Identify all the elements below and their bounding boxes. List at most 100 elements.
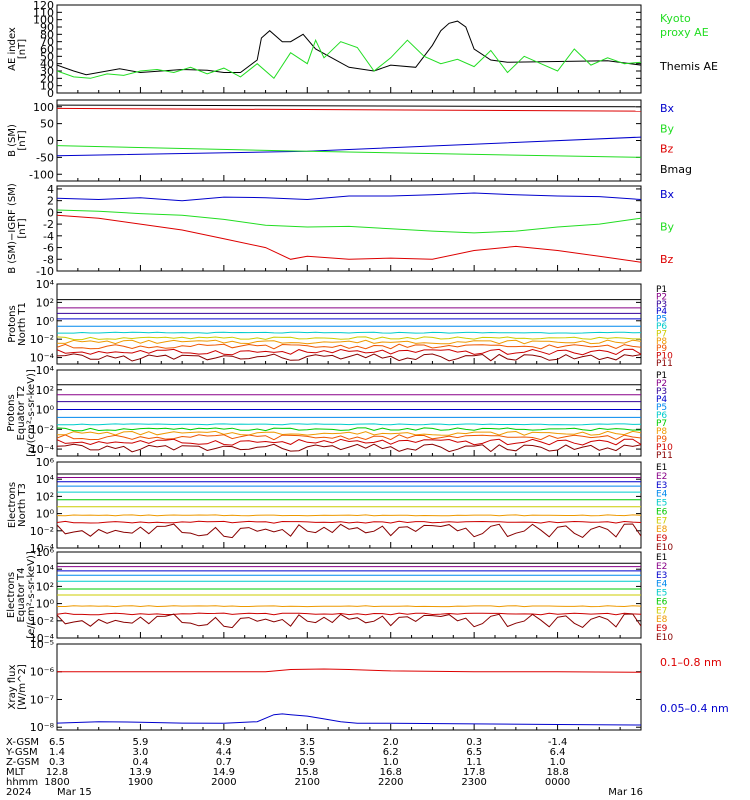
y-tick-label: -100	[29, 168, 54, 181]
legend-p3: P3	[656, 300, 667, 310]
x-row-label: hhmm	[6, 777, 38, 788]
y-tick-label: 10⁶	[36, 456, 55, 469]
y-axis-label: [nT]	[17, 218, 28, 238]
y-axis-label: Electrons	[7, 482, 18, 528]
x-axis-value: 2100	[295, 777, 320, 788]
plot-frame	[56, 461, 642, 549]
channel-line-p7	[57, 427, 641, 432]
x-axis-value: 0.4	[132, 757, 148, 768]
legend-e5: E5	[656, 589, 667, 599]
channel-line-p6	[57, 331, 641, 334]
legend-e7: E7	[656, 516, 667, 526]
channel-line-p10	[57, 438, 641, 446]
legend-p1: P1	[656, 285, 667, 295]
channel-line-p8	[57, 339, 641, 345]
legend-p3: P3	[656, 387, 667, 397]
legend-e7: E7	[656, 606, 667, 616]
y-tick-label: -8	[43, 253, 54, 266]
y-axis-label: North T1	[17, 302, 28, 346]
legend-e2: E2	[656, 472, 667, 482]
legend-p10: P10	[656, 443, 673, 453]
y-tick-label: 10⁴	[36, 364, 55, 377]
legend-e8: E8	[656, 525, 668, 535]
legend-p1: P1	[656, 371, 667, 381]
y-axis-label: [nT]	[17, 130, 28, 150]
y-tick-label: 2	[47, 195, 54, 208]
y-tick-label: 10⁻⁴	[30, 443, 55, 456]
legend-proxy-ae: proxy AE	[660, 26, 709, 39]
legend-p10: P10	[656, 352, 673, 362]
legend-0-1-0-8-nm: 0.1–0.8 nm	[660, 656, 722, 669]
channel-line-e9	[57, 520, 641, 524]
legend-e9: E9	[656, 624, 668, 634]
legend-bz: Bz	[660, 253, 674, 266]
y-axis-label: [nT]	[17, 39, 28, 59]
legend-e10: E10	[656, 543, 673, 553]
channel-line-p8	[57, 430, 641, 436]
x-row-label: Z-GSM	[6, 757, 39, 768]
y-tick-label: 10⁰	[36, 508, 55, 521]
y-axis-label: [e/(cm²-s-sr-keV)]	[26, 551, 37, 639]
series-line-kyoto-proxy-ae	[57, 38, 641, 80]
y-tick-label: -10	[36, 265, 54, 278]
x-row-label: MLT	[6, 767, 26, 778]
legend-bx: Bx	[660, 188, 675, 201]
y-tick-label: 10²	[36, 296, 54, 309]
legend-e10: E10	[656, 633, 673, 643]
y-tick-label: 10⁴	[36, 563, 55, 576]
legend-p7: P7	[656, 329, 667, 339]
legend-p7: P7	[656, 419, 667, 429]
x-axis-value: 1800	[44, 777, 69, 788]
channel-line-p11	[57, 443, 641, 453]
x-axis-table: X-GSMY-GSMZ-GSMMLThhmm20246.51.40.312.81…	[5, 737, 643, 798]
plot-frame	[56, 4, 642, 94]
y-axis-label: [W/m^2]	[17, 664, 28, 710]
legend-p8: P8	[656, 427, 667, 437]
y-tick-label: -6	[43, 242, 54, 255]
y-tick-label: 10	[40, 80, 54, 93]
series-line-bmag	[57, 104, 641, 108]
y-axis-label: [p/(cm²-s-sr-keV)]	[26, 369, 37, 457]
legend-e5: E5	[656, 499, 667, 509]
y-tick-label: 40	[40, 58, 54, 71]
y-tick-label: 10⁻⁴	[30, 352, 55, 365]
x-axis-value: 4.4	[216, 747, 232, 758]
y-tick-label: 50	[40, 118, 54, 131]
x-axis-value: 15.8	[296, 767, 318, 778]
x-axis-value: 0000	[545, 777, 570, 788]
y-tick-label: 10⁻⁶	[30, 666, 55, 679]
panel-xray: 10⁻⁸ 10⁻⁷ 10⁻⁶ 10⁻⁵ Xray flux [W/m^2] 0.1–0.8 …	[7, 638, 729, 734]
x-row-label: Y-GSM	[5, 747, 38, 758]
x-axis-value: 1.1	[466, 757, 482, 768]
y-tick-label: 100	[33, 101, 54, 114]
series-line-0-1-0-8-nm	[57, 668, 641, 673]
legend-e1: E1	[656, 463, 667, 473]
legend-p4: P4	[656, 307, 667, 317]
y-axis-label: Equator T2	[16, 386, 27, 441]
y-tick-label: 10⁻⁷	[30, 693, 54, 706]
series-line-bx	[57, 192, 641, 202]
y-axis-label: AE index	[7, 27, 18, 71]
x-axis-value: 5.9	[132, 737, 148, 748]
y-tick-label: 10⁴	[36, 473, 55, 486]
y-tick-label: 30	[40, 65, 54, 78]
legend-e4: E4	[656, 490, 668, 500]
x-axis-value: 2000	[211, 777, 236, 788]
y-axis-label: Protons	[7, 305, 18, 342]
series-line-by	[57, 209, 641, 234]
legend-e3: E3	[656, 481, 667, 491]
x-axis-value: 6.4	[550, 747, 566, 758]
series-line-0-05-0-4-nm	[57, 713, 641, 726]
y-tick-label: 10⁻²	[30, 333, 54, 346]
x-axis-value: 3.0	[132, 747, 148, 758]
y-tick-label: 10²	[36, 384, 54, 397]
x-row-label: 2024	[6, 787, 31, 798]
x-axis-value: 4.9	[216, 737, 232, 748]
legend-e1: E1	[656, 553, 667, 563]
legend-p5: P5	[656, 315, 667, 325]
channel-line-p9	[57, 343, 641, 350]
legend-p11: P11	[656, 451, 673, 461]
y-tick-label: 10⁻²	[30, 423, 54, 436]
